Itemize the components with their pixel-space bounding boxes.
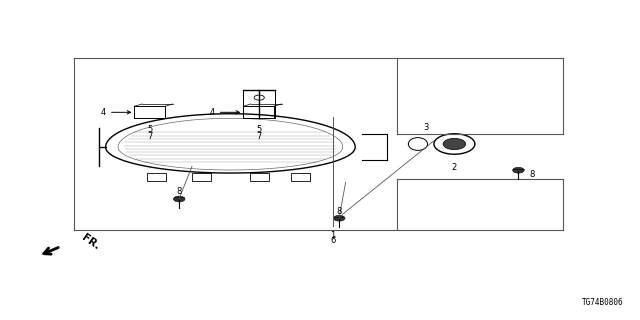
Text: FR.: FR. (80, 232, 102, 251)
Text: 4: 4 (210, 108, 215, 117)
Circle shape (443, 138, 466, 150)
Text: 2: 2 (452, 163, 457, 172)
Text: 7: 7 (256, 132, 261, 141)
Text: 8: 8 (337, 207, 342, 216)
Text: 5: 5 (256, 125, 261, 134)
Text: 6: 6 (330, 236, 335, 245)
Circle shape (513, 167, 524, 173)
Text: 8: 8 (530, 170, 535, 179)
Text: 3: 3 (423, 124, 428, 132)
Text: 1: 1 (330, 231, 335, 240)
Text: 4: 4 (101, 108, 106, 117)
Text: 8: 8 (177, 188, 182, 196)
Text: 5: 5 (147, 125, 152, 134)
Circle shape (333, 215, 345, 221)
Text: TG74B0806: TG74B0806 (582, 298, 624, 307)
Circle shape (173, 196, 185, 202)
Text: 7: 7 (147, 132, 152, 141)
